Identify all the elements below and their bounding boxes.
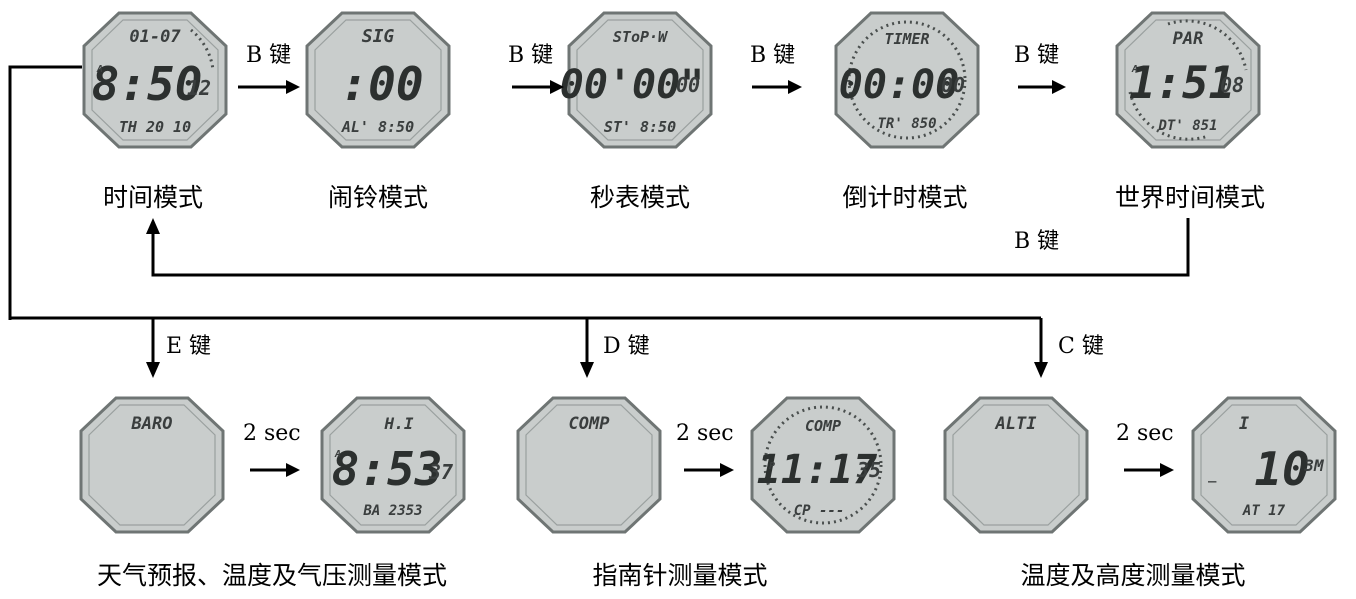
lcd-bottom-text: AT 17	[1242, 503, 1286, 519]
watch-alti-mode: I 10 3M AT 17 _	[1191, 396, 1337, 534]
key-label-e: E 键	[166, 334, 211, 359]
lcd-indicator: P	[769, 461, 775, 472]
key-label-b-return: B 键	[1014, 229, 1059, 254]
lcd-seconds: 35	[856, 458, 881, 482]
lcd-top-text: BARO	[131, 414, 173, 434]
lcd-seconds: 00	[676, 73, 700, 97]
lcd-unit: 3M	[1303, 456, 1325, 475]
top-arrow-2	[512, 80, 564, 94]
delay-arrow-comp	[684, 463, 734, 477]
delay-label-baro: 2 sec	[243, 421, 301, 446]
key-label-d: D 键	[603, 334, 650, 359]
lcd-bottom-text: DT' 851	[1157, 118, 1217, 134]
key-label-b-3: B 键	[750, 43, 795, 68]
watch-baro-prompt: BARO	[79, 396, 225, 534]
lcd-top-text: H.I	[384, 414, 414, 433]
lcd-main-time: 00:00	[839, 62, 959, 108]
lcd-indicator: A	[334, 449, 341, 460]
lcd-top-text: PAR	[1173, 29, 1204, 49]
watch-comp-prompt: COMP	[516, 396, 662, 534]
lcd-main-time: 8:53	[332, 442, 443, 496]
watch-timer-mode: TIMER 00:00 00 TR' 850	[834, 11, 980, 149]
watch-comp-mode: COMP 11:17 35 CP --- P	[750, 396, 896, 534]
branch-bus	[8, 65, 1048, 378]
lcd-indicator: A	[96, 64, 103, 75]
watch-stopwatch-mode: SToP·W 00'00" 00 ST' 8:50	[560, 11, 713, 149]
lcd-seconds: 12	[187, 76, 211, 100]
lcd-top-text: 01-07	[129, 27, 181, 47]
lcd-indicator: A	[1131, 64, 1138, 75]
watch-time-mode: 01-07 8:50 12 TH 20 10 A	[82, 11, 228, 149]
lcd-top-text: COMP	[569, 414, 611, 434]
caption-world-time-mode: 世界时间模式	[1115, 183, 1265, 212]
top-arrow-1	[238, 80, 300, 94]
return-loop-arrow	[146, 218, 1190, 277]
caption-baro-mode: 天气预报、温度及气压测量模式	[97, 561, 447, 590]
lcd-bottom-text: AL' 8:50	[341, 118, 414, 136]
lcd-main-value: 10	[1254, 442, 1309, 496]
lcd-top-text: COMP	[805, 417, 841, 435]
lcd-seconds: 37	[428, 460, 453, 484]
lcd-seconds: 08	[1220, 73, 1244, 97]
lcd-seconds: 00	[941, 73, 965, 97]
lcd-main-time: 8:50	[92, 57, 203, 111]
caption-stopwatch-mode: 秒表模式	[590, 183, 690, 212]
lcd-bottom-text: TR' 850	[877, 116, 936, 132]
lcd-bottom-text: TH 20 10	[119, 118, 191, 136]
watch-alti-prompt: ALTI	[943, 396, 1089, 534]
lcd-main-time: 11:17	[757, 447, 877, 493]
key-label-b-2: B 键	[508, 43, 553, 68]
key-label-b-4: B 键	[1014, 43, 1059, 68]
top-arrow-3	[752, 80, 802, 94]
lcd-bottom-text: ST' 8:50	[604, 118, 676, 136]
lcd-indicator: _	[1208, 467, 1217, 483]
watch-baro-mode: H.I 8:53 37 BA 2353 A	[320, 396, 466, 534]
key-label-b-1: B 键	[246, 43, 291, 68]
delay-arrow-baro	[250, 463, 300, 477]
caption-alarm-mode: 闹铃模式	[328, 183, 428, 212]
lcd-top-text: SToP·W	[613, 28, 669, 46]
lcd-top-text: I	[1239, 414, 1250, 434]
lcd-top-text: TIMER	[884, 30, 929, 48]
lcd-main-time: 00'00"	[560, 62, 705, 108]
caption-comp-mode: 指南针测量模式	[592, 561, 767, 590]
top-arrow-4	[1018, 80, 1066, 94]
delay-label-alti: 2 sec	[1116, 421, 1174, 446]
watch-alarm-mode: SIG :00 AL' 8:50	[305, 11, 451, 149]
caption-alti-mode: 温度及高度测量模式	[1020, 561, 1245, 590]
watch-world-time-mode: PAR 1:51 08 DT' 851 A	[1115, 11, 1261, 149]
lcd-main-time: 1:51	[1129, 58, 1235, 109]
delay-arrow-alti	[1124, 463, 1174, 477]
key-label-c: C 键	[1058, 334, 1104, 359]
lcd-top-text: ALTI	[995, 414, 1038, 434]
lcd-top-text: SIG	[362, 26, 395, 47]
caption-time-mode: 时间模式	[103, 183, 203, 212]
lcd-bottom-text: CP ---	[794, 503, 845, 519]
lcd-main-time: :00	[340, 57, 423, 111]
lcd-bottom-text: BA 2353	[362, 503, 422, 519]
delay-label-comp: 2 sec	[676, 421, 734, 446]
caption-timer-mode: 倒计时模式	[842, 183, 967, 212]
